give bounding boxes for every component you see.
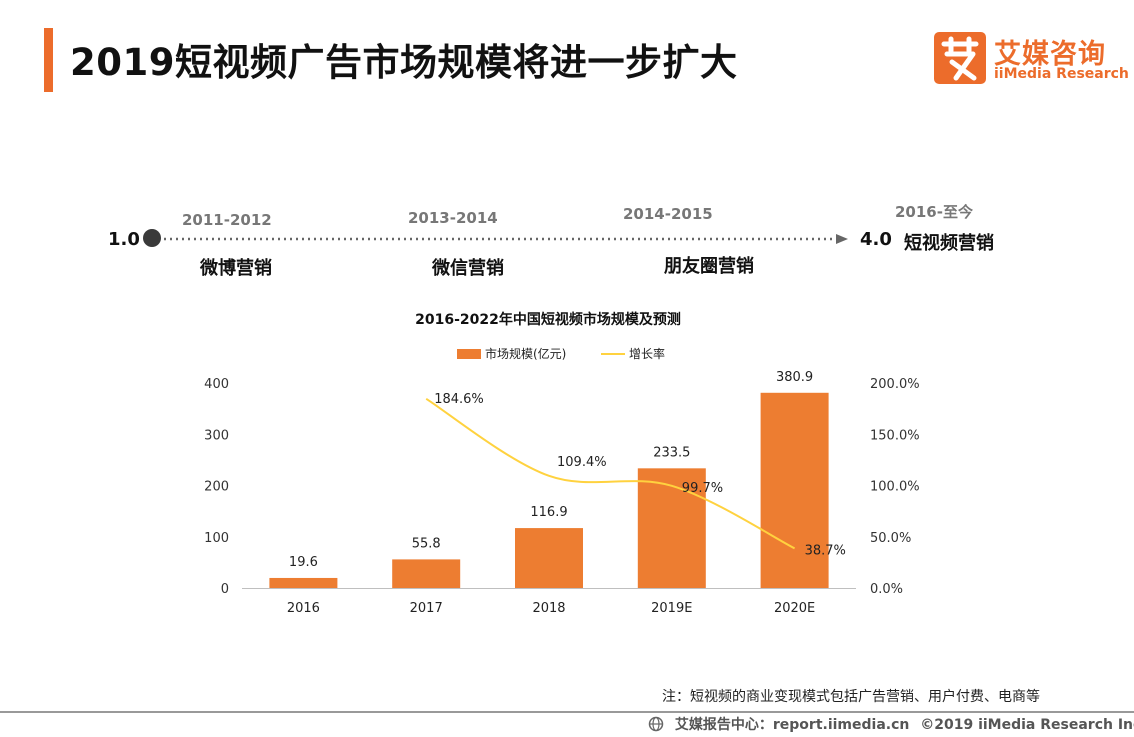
iimedia-logo-icon [934, 32, 986, 84]
legend-label-bar: 市场规模(亿元) [485, 346, 566, 361]
timeline-period-1: 2011-2012 [182, 211, 272, 229]
x-tick-label: 2019E [651, 601, 692, 616]
chart-footnote: 注：短视频的商业变现模式包括广告营销、用户付费、电商等 [662, 689, 1040, 705]
bar-2016 [269, 577, 338, 588]
footer-source: 艾媒报告中心：report.iimedia.cn [674, 717, 910, 733]
bar-value-label: 233.5 [653, 445, 690, 460]
bar-2017 [392, 559, 461, 588]
timeline-stage-2: 微信营销 [432, 258, 504, 279]
bar-value-label: 380.9 [776, 370, 813, 385]
footer-copyright: ©2019 iiMedia Research Inc [920, 717, 1134, 733]
y-right-tick-label: 200.0% [870, 377, 920, 392]
bar-2018 [515, 528, 583, 588]
footer: 艾媒报告中心：report.iimedia.cn ©2019 iiMedia R… [648, 714, 1134, 734]
legend-swatch-bar [457, 349, 481, 359]
y-right-tick-label: 100.0% [870, 480, 920, 495]
timeline-stage-1: 微博营销 [200, 258, 272, 279]
bar-2020E [760, 392, 829, 588]
legend-label-line: 增长率 [629, 346, 665, 361]
bar-value-label: 116.9 [530, 505, 567, 520]
timeline-stage-3: 朋友圈营销 [664, 256, 754, 277]
x-tick-label: 2018 [532, 601, 565, 616]
bar-value-label: 19.6 [289, 555, 318, 570]
y-right-tick-label: 50.0% [870, 531, 911, 546]
x-tick-label: 2017 [410, 601, 443, 616]
iimedia-logo: 艾媒咨询 iiMedia Research [934, 32, 1129, 86]
page-title: 2019短视频广告市场规模将进一步扩大 [70, 41, 738, 84]
timeline-stage-4: 短视频营销 [904, 233, 994, 254]
logo-chinese-text: 艾媒咨询 [994, 39, 1106, 70]
growth-rate-line [425, 397, 796, 550]
globe-icon [648, 716, 669, 733]
bar-value-label: 55.8 [412, 536, 441, 551]
y-left-tick-label: 400 [204, 377, 229, 392]
timeline-period-2: 2013-2014 [408, 209, 498, 227]
timeline-end-label: 4.0 [860, 229, 892, 250]
x-tick-label: 2020E [774, 601, 815, 616]
y-left-tick-label: 100 [204, 531, 229, 546]
chart-title: 2016-2022年中国短视频市场规模及预测 [415, 311, 681, 328]
timeline-start-dot [143, 229, 161, 247]
y-right-tick-label: 150.0% [870, 428, 920, 443]
x-tick-label: 2016 [287, 601, 320, 616]
logo-english-text: iiMedia Research [994, 66, 1129, 82]
growth-rate-label: 38.7% [805, 543, 846, 558]
timeline-period-4: 2016-至今 [895, 203, 973, 221]
timeline-period-3: 2014-2015 [623, 205, 713, 223]
growth-rate-label: 99.7% [682, 481, 723, 496]
y-right-tick-label: 0.0% [870, 582, 903, 597]
timeline-start-label: 1.0 [108, 229, 140, 250]
y-left-tick-label: 300 [204, 428, 229, 443]
growth-rate-label: 109.4% [557, 455, 607, 470]
y-left-tick-label: 200 [204, 480, 229, 495]
timeline-arrow-icon [836, 234, 848, 244]
bar-2019E [637, 468, 706, 588]
growth-rate-label: 184.6% [434, 392, 484, 407]
y-left-tick-label: 0 [221, 582, 229, 597]
footer-divider [0, 711, 1134, 713]
title-accent-bar [44, 28, 53, 92]
